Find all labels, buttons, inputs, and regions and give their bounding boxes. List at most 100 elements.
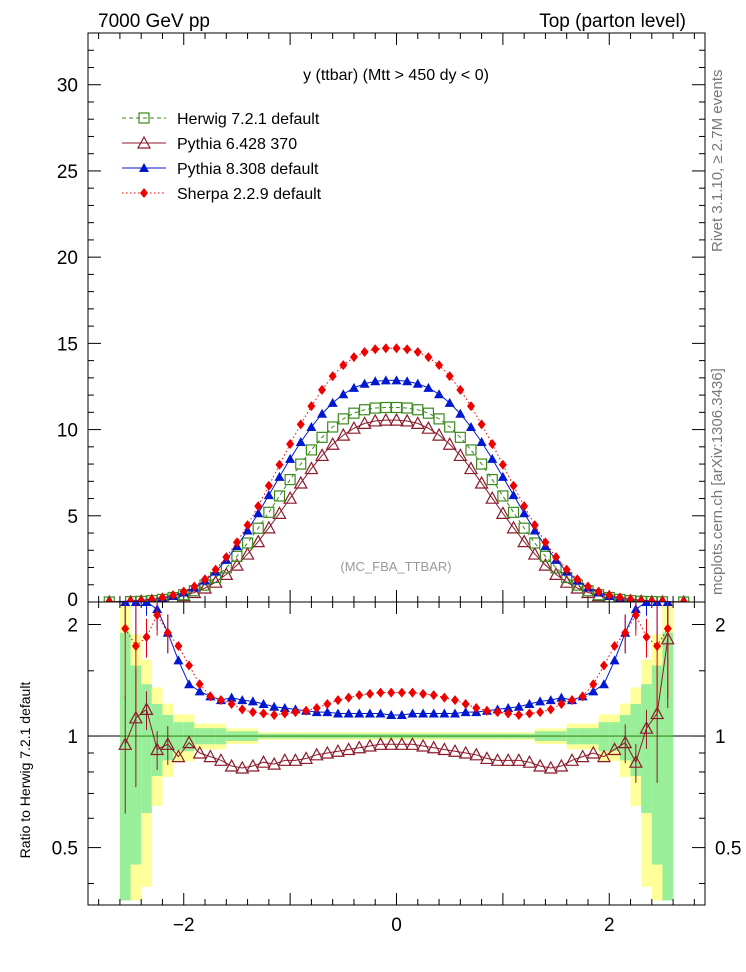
data-point <box>426 740 441 754</box>
band-green <box>630 704 642 777</box>
data-point <box>139 163 149 172</box>
legend-label: Herwig 7.2.1 default <box>177 111 320 128</box>
data-point <box>527 546 542 560</box>
data-point <box>274 471 285 481</box>
ratio-series-pythia-6-428-370 <box>118 602 675 814</box>
data-point <box>514 709 523 720</box>
data-point <box>402 376 413 386</box>
data-point <box>444 397 455 407</box>
data-point <box>235 760 250 774</box>
legend-item: Sherpa 2.2.9 default <box>122 186 322 203</box>
data-point <box>598 679 609 689</box>
main-ytick-label: 25 <box>57 162 78 183</box>
data-point <box>158 592 167 602</box>
data-point <box>147 594 156 602</box>
data-point <box>285 453 296 463</box>
series-line <box>109 419 684 602</box>
data-point <box>525 708 534 719</box>
data-point <box>362 738 377 752</box>
data-point <box>348 407 360 419</box>
data-point <box>428 708 439 718</box>
data-point <box>296 419 305 430</box>
data-point <box>658 596 667 602</box>
series-line <box>109 407 684 602</box>
band-green <box>598 722 610 752</box>
data-point <box>520 501 529 512</box>
data-point <box>141 602 152 606</box>
data-point <box>295 436 306 446</box>
data-point <box>349 352 358 363</box>
data-point <box>412 378 423 388</box>
data-point <box>185 660 194 671</box>
data-point <box>240 546 255 560</box>
band-green <box>609 722 620 752</box>
band-green <box>141 684 152 813</box>
main-ytick-label: 5 <box>67 507 78 528</box>
data-point <box>232 537 241 548</box>
data-point <box>365 688 374 699</box>
data-point <box>317 408 328 418</box>
data-point <box>554 758 569 772</box>
main-series-sherpa-2-2-9-default <box>105 343 688 602</box>
data-point <box>628 754 643 768</box>
data-point <box>283 490 298 504</box>
ratio-ytick-label: 0.5 <box>715 839 741 860</box>
data-point <box>580 585 595 599</box>
data-point <box>295 458 307 470</box>
data-point <box>187 585 202 599</box>
data-point <box>339 360 348 371</box>
data-point <box>352 740 367 754</box>
data-point <box>174 640 183 651</box>
data-point <box>599 660 608 671</box>
data-point <box>315 448 330 462</box>
data-point <box>337 413 349 425</box>
data-point <box>615 592 624 602</box>
data-point <box>533 758 548 772</box>
ratio-series-pythia-8-308-default <box>120 602 673 719</box>
data-point <box>503 703 514 713</box>
data-point <box>153 610 162 621</box>
data-point <box>328 371 337 382</box>
data-point <box>498 459 507 470</box>
data-point <box>413 346 422 357</box>
main-ytick-label: 0 <box>67 590 78 611</box>
data-point <box>416 738 431 752</box>
data-point <box>195 679 204 690</box>
data-point <box>142 632 151 643</box>
data-point <box>445 371 454 382</box>
data-point <box>647 596 656 602</box>
data-point <box>495 506 510 519</box>
data-point <box>549 567 564 581</box>
data-point <box>280 708 289 719</box>
series-line <box>124 638 669 769</box>
data-point <box>518 522 530 534</box>
main-ytick-label: 15 <box>57 334 78 355</box>
data-point <box>306 421 317 431</box>
header-right: Top (parton level) <box>539 11 686 32</box>
data-point <box>594 586 603 597</box>
data-point <box>490 753 505 766</box>
data-point <box>277 753 292 766</box>
data-point <box>222 552 231 563</box>
data-point <box>536 707 545 718</box>
data-point <box>264 480 273 491</box>
data-point <box>192 745 207 759</box>
legend-label: Pythia 8.308 default <box>177 161 319 178</box>
data-point <box>403 344 412 355</box>
data-point <box>642 632 651 643</box>
main-ytick-label: 20 <box>57 248 78 269</box>
data-point <box>105 596 114 602</box>
data-point <box>421 420 436 434</box>
data-point <box>201 574 210 585</box>
data-point <box>519 508 530 518</box>
data-point <box>440 692 449 703</box>
band-green <box>173 722 184 752</box>
series-line <box>125 602 668 716</box>
data-point <box>248 707 257 718</box>
data-point <box>309 747 324 761</box>
data-point <box>513 701 524 711</box>
data-point <box>286 439 295 450</box>
data-point <box>507 506 520 518</box>
legend-item: Pythia 6.428 370 <box>122 135 297 153</box>
data-point <box>391 375 402 385</box>
